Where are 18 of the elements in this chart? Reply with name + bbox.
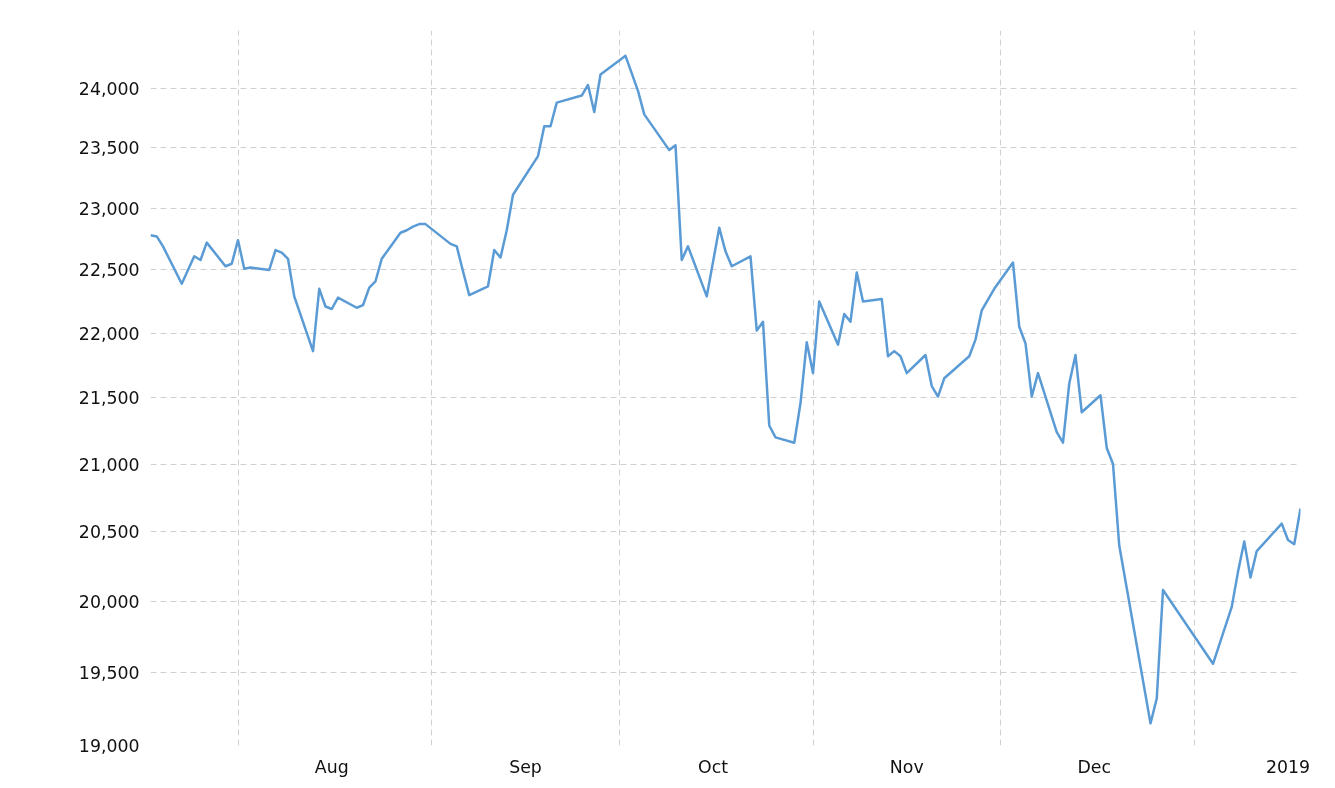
y-tick-label: 21,000 (78, 454, 140, 475)
x-tick-label: Oct (698, 756, 729, 777)
x-tick-label: Nov (889, 756, 924, 777)
y-tick-label: 19,500 (78, 662, 140, 683)
y-tick-label: 20,500 (78, 522, 140, 543)
x-tick-label: Dec (1077, 756, 1112, 777)
y-tick-label: 22,000 (78, 323, 140, 344)
line-series (150, 54, 1301, 725)
y-tick-label: 19,000 (78, 736, 140, 756)
y-tick-label: 24,000 (78, 78, 140, 99)
y-tick-label: 23,000 (78, 198, 140, 219)
x-tick-label: Sep (509, 756, 542, 777)
y-tick-label: 21,500 (78, 388, 140, 409)
x-tick-label: 2019 (1265, 756, 1311, 777)
y-tick-label: 22,500 (78, 260, 140, 281)
x-tick-label: Aug (314, 756, 349, 777)
y-tick-label: 20,000 (78, 591, 140, 612)
y-tick-label: 23,500 (78, 138, 140, 159)
